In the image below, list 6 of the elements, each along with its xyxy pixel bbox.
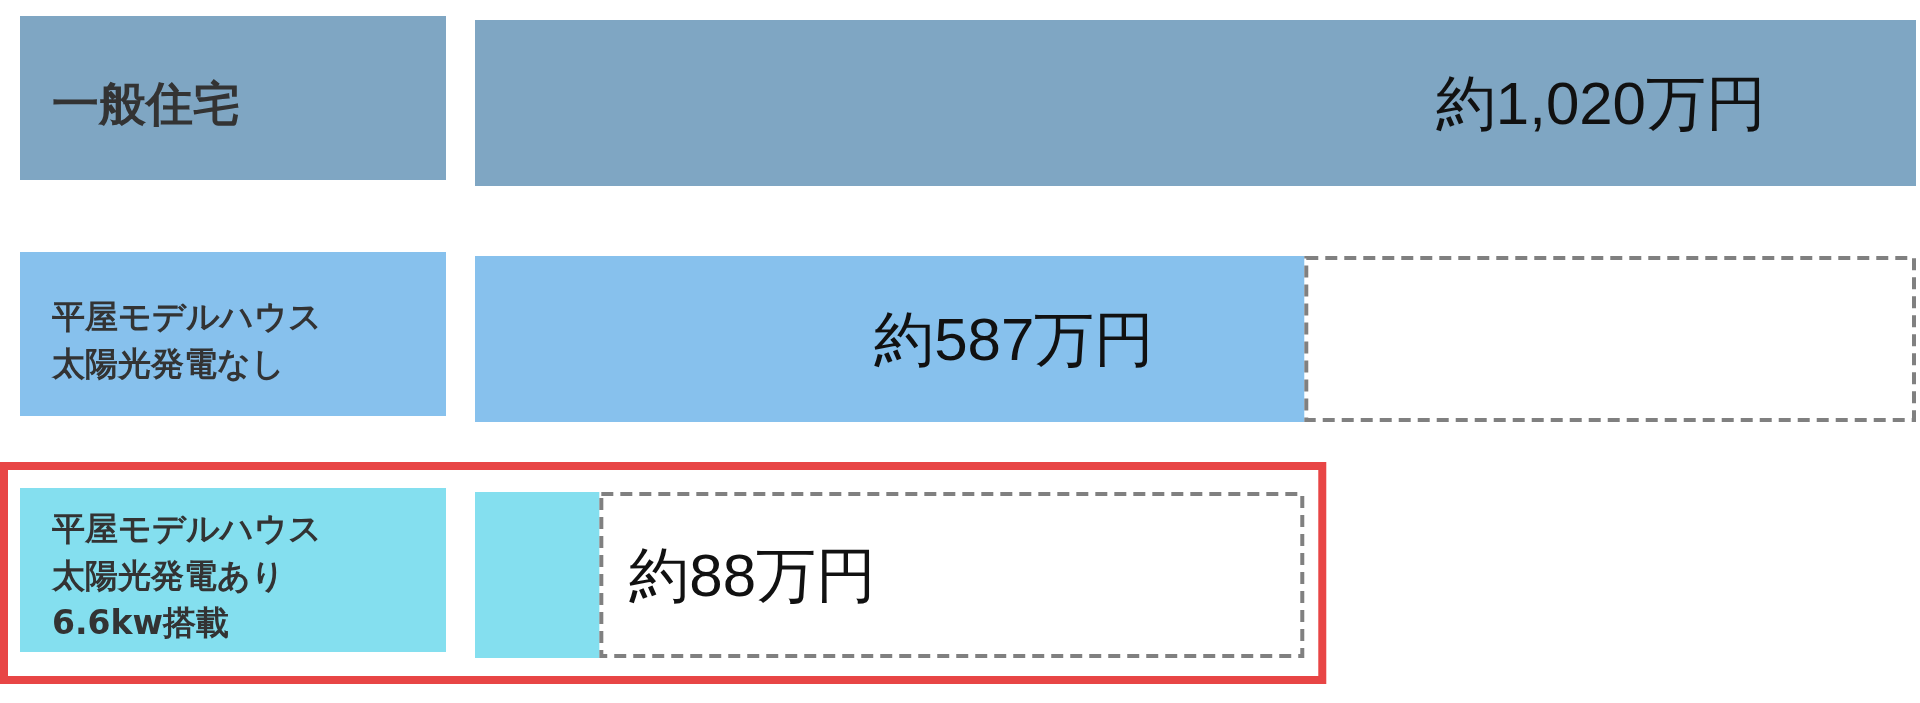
y-tick-label: 平屋モデルハウス太陽光発電あり6.6kw搭載 <box>51 508 322 642</box>
data-label: 約88万円 <box>629 541 877 609</box>
data-label: 約1,020万円 <box>1435 69 1766 137</box>
y-tick-label: 一般住宅 <box>52 75 240 131</box>
data-label: 約587万円 <box>874 305 1155 373</box>
y-tick-label: 平屋モデルハウス太陽光発電なし <box>51 296 322 382</box>
